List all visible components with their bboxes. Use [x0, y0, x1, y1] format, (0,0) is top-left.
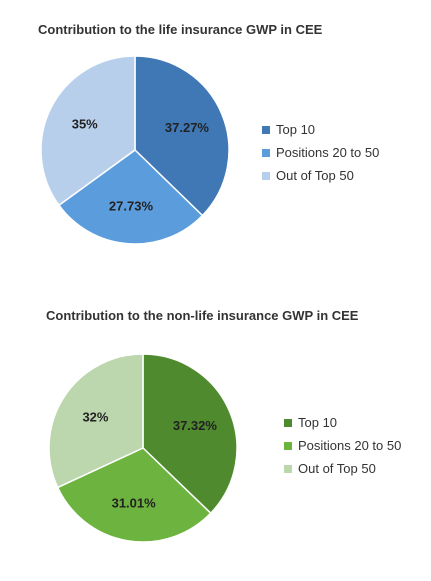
pie-slice [142, 353, 238, 515]
legend-label: Positions 20 to 50 [276, 145, 380, 160]
data-label: 31.01% [112, 496, 157, 511]
legend-item-positions-20-to-50: Positions 20 to 50 [284, 434, 401, 457]
legend-item-out-of-top-50: Out of Top 50 [284, 457, 401, 480]
data-label: 37.27% [165, 120, 210, 135]
legend-label: Positions 20 to 50 [298, 438, 402, 453]
legend-swatch [284, 441, 292, 450]
legend-swatch [262, 125, 270, 134]
legend-swatch [262, 148, 270, 157]
legend-label: Top 10 [276, 122, 316, 137]
pie-slice [134, 55, 230, 217]
legend-label: Out of Top 50 [298, 461, 376, 476]
chart-title: Contribution to the non-life insurance G… [46, 308, 359, 323]
legend-swatch [284, 464, 292, 473]
pie-chart: 37.27% 27.73% 35% [40, 55, 230, 245]
legend-item-top-10: Top 10 [262, 118, 379, 141]
pie-slice [48, 353, 144, 489]
pie-slice [57, 149, 204, 245]
legend-swatch [262, 171, 270, 180]
legend-item-out-of-top-50: Out of Top 50 [262, 164, 379, 187]
life-insurance-chart: Contribution to the life insurance GWP i… [0, 0, 431, 290]
data-label: 32% [82, 410, 108, 425]
data-label: 37.32% [173, 418, 218, 433]
legend-item-top-10: Top 10 [284, 411, 401, 434]
data-label: 35% [72, 116, 98, 131]
chart-legend: Top 10 Positions 20 to 50 Out of Top 50 [284, 411, 401, 480]
pie-slice [56, 447, 212, 543]
legend-swatch [284, 418, 292, 427]
legend-label: Top 10 [298, 415, 338, 430]
non-life-insurance-chart: Contribution to the non-life insurance G… [0, 290, 431, 581]
data-label: 27.73% [109, 198, 154, 213]
legend-label: Out of Top 50 [276, 168, 354, 183]
chart-title: Contribution to the life insurance GWP i… [38, 22, 323, 37]
pie-slice [40, 55, 136, 207]
pie-chart: 37.32% 31.01% 32% [48, 353, 238, 543]
legend-item-positions-20-to-50: Positions 20 to 50 [262, 141, 379, 164]
chart-legend: Top 10 Positions 20 to 50 Out of Top 50 [262, 118, 379, 187]
